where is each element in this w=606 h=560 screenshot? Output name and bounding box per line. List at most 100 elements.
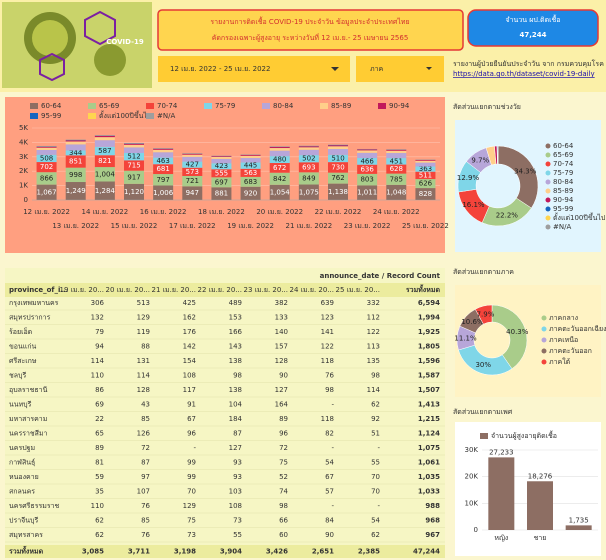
table-cell: 184 [229, 415, 243, 423]
legend-swatch [204, 103, 212, 109]
table-cell: - [331, 444, 334, 452]
table-cell: 21 เม.ย. 20... [152, 286, 197, 294]
bar-segment [328, 183, 348, 200]
table-cell: 57 [325, 488, 334, 496]
legend-label: #N/A [157, 112, 175, 120]
data-label: 803 [360, 176, 373, 184]
legend-swatch [545, 197, 551, 203]
data-label: 22.2% [496, 212, 519, 220]
table-cell: 129 [183, 502, 196, 510]
dropdown-arrow [426, 67, 432, 70]
legend-swatch [541, 315, 547, 321]
table-cell: สกลนคร [9, 488, 35, 496]
table-cell: 3,198 [174, 548, 196, 556]
bar-segment [269, 148, 290, 151]
table-cell: 1,075 [418, 444, 440, 452]
table-cell: 1,215 [418, 415, 440, 423]
table-total-bg [5, 545, 445, 558]
table-cell: 54 [325, 459, 334, 467]
data-label: 1,735 [569, 516, 589, 524]
x-tick-label: 22 เม.ย. 2022 [315, 208, 362, 216]
bar-segment [65, 155, 86, 168]
table-cell: 79 [95, 328, 104, 336]
bar-segment [328, 172, 348, 184]
table-cell: 76 [141, 531, 150, 539]
bar-segment [36, 146, 57, 148]
table-cell: 129 [137, 314, 150, 322]
date-picker[interactable] [158, 56, 350, 82]
table-cell: 382 [275, 299, 288, 307]
legend-label: ภาคตะวันออกเฉียงเหนือ [549, 325, 606, 333]
table-cell: 73 [233, 517, 242, 525]
y-tick-label: 30K [465, 446, 479, 454]
table-cell: 75 [279, 459, 288, 467]
source-link[interactable]: https://data.go.th/dataset/covid-19-dail… [453, 70, 595, 78]
legend-label: 60-64 [553, 142, 574, 150]
data-label: 702 [40, 163, 53, 171]
table-cell: 1,033 [418, 488, 440, 496]
title-line: คัดกรองเฉพาะผู้สูงอายุ ระหว่างวันที่ 12 … [212, 33, 409, 42]
table-cell: 103 [229, 488, 242, 496]
table-cell: 108 [183, 372, 196, 380]
data-label: 730 [331, 163, 344, 171]
table-cell: มหาสารคาม [9, 415, 47, 423]
table-cell: 55 [371, 459, 380, 467]
table-cell: - [331, 401, 334, 409]
x-tick-label: 17 เม.ย. 2022 [169, 222, 216, 230]
bar-segment [36, 147, 57, 150]
table-cell: ร้อยเอ็ด [9, 327, 32, 336]
bar-segment [36, 145, 57, 147]
table-cell: 52 [279, 473, 288, 481]
title-line: รายงานการติดเชื้อ COVID-19 ประจำวัน ข้อม… [210, 15, 409, 26]
bar-segment [415, 171, 436, 180]
data-label: 683 [244, 178, 257, 186]
data-label: 480 [273, 156, 286, 164]
data-label: 636 [360, 165, 374, 173]
table-cell: 99 [187, 473, 196, 481]
data-label: 851 [69, 158, 82, 166]
legend-swatch [545, 152, 551, 158]
data-label: 1,120 [124, 188, 144, 196]
data-label: 344 [69, 149, 83, 157]
legend-swatch [545, 161, 551, 167]
table-cell: 70 [187, 488, 196, 496]
table-cell: 92 [371, 415, 380, 423]
table-cell: 1,925 [418, 328, 440, 336]
table-cell: 59 [95, 473, 104, 481]
table-cell: 70 [371, 473, 380, 481]
x-tick-label: 24 เม.ย. 2022 [373, 208, 420, 216]
table-cell: 123 [321, 314, 334, 322]
bar-segment [298, 155, 319, 163]
table-cell: หนองคาย [9, 473, 39, 481]
data-label: 445 [244, 162, 257, 170]
legend-label: ภาคกลาง [549, 314, 578, 322]
data-label: 573 [186, 168, 199, 176]
table-cell: 3,711 [128, 548, 150, 556]
source-text: รายงานผู้ป่วยยืนยันประจำวัน จาก กรมควบคุ… [453, 59, 604, 68]
table-cell: ปราจีนบุรี [9, 517, 38, 525]
bar [488, 457, 515, 530]
table-cell: 19 เม.ย. 20... [60, 286, 105, 294]
table-cell: 157 [275, 343, 288, 351]
data-label: 7.9% [477, 310, 495, 318]
table-cell: 74 [279, 488, 288, 496]
table-cell: 153 [229, 314, 242, 322]
y-tick-label: 20K [465, 473, 479, 481]
legend-label: 85-89 [331, 102, 351, 110]
data-label: 785 [390, 175, 403, 183]
table-cell: 1,994 [418, 314, 440, 322]
legend-label: 85-89 [553, 187, 573, 195]
table-cell: 988 [425, 502, 440, 510]
chart-title: สัดส่วนแยกตามเพศ [453, 408, 513, 416]
data-label: 920 [244, 189, 257, 197]
table-cell: 110 [91, 372, 104, 380]
legend-swatch [545, 179, 551, 185]
table-cell: 98 [279, 502, 288, 510]
table-cell: 82 [325, 430, 334, 438]
y-tick-label: 2K [19, 167, 28, 175]
data-label: 762 [331, 174, 344, 182]
data-label: 466 [360, 157, 374, 165]
table-cell: นครปฐม [9, 444, 35, 452]
legend-swatch [545, 224, 551, 230]
table-cell: 126 [137, 430, 151, 438]
